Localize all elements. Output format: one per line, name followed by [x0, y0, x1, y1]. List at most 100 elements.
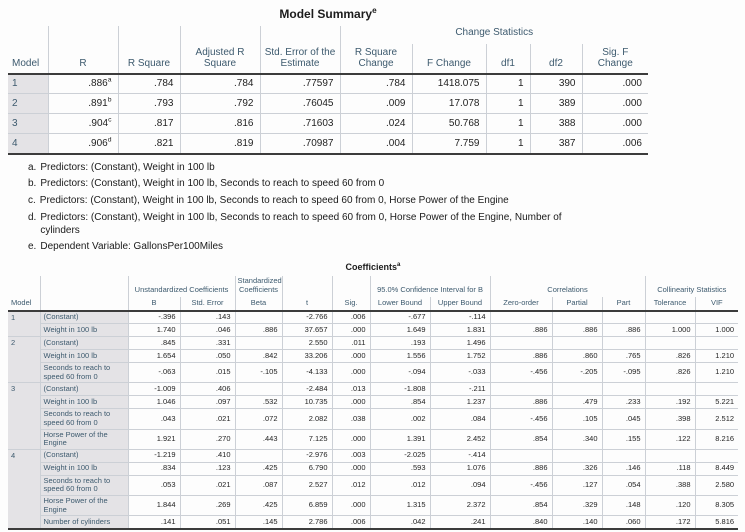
cf-variable: Horse Power of the Engine — [40, 429, 129, 450]
cf-model: 4 — [8, 449, 41, 530]
cf-t: 37.657 — [282, 323, 333, 338]
cf-t: -2.976 — [282, 449, 333, 463]
cf-variable: Seconds to reach to speed 60 from 0 — [40, 362, 129, 384]
model-summary-footnotes: a. Predictors: (Constant), Weight in 100 … — [28, 162, 745, 255]
cf-variable: Weight in 100 lb — [40, 395, 129, 410]
cf-part — [602, 310, 646, 325]
cf-std-error: .021 — [180, 475, 236, 497]
ms-header-model: Model — [8, 26, 49, 75]
table-row: Weight in 100 lb 1.654 .050 .842 33.206 … — [8, 349, 739, 364]
cf-t: 2.550 — [282, 336, 333, 351]
table-row: Number of cylinders .141 .051 .145 2.786… — [8, 515, 739, 530]
cf-variable: Seconds to reach to speed 60 from 0 — [40, 408, 129, 430]
coefficients-body: 1 (Constant) -.396 .143 -2.766 .006 -.67… — [8, 310, 739, 530]
cf-std-error: .051 — [180, 515, 236, 530]
cf-partial: .479 — [552, 395, 603, 410]
ms-model: 3 — [8, 113, 49, 134]
ms-header-adj-r-square: Adjusted R Square — [180, 26, 261, 75]
ms-header-df1: df1 — [486, 43, 531, 75]
cf-partial: .886 — [552, 323, 603, 338]
cf-t: -2.766 — [282, 310, 333, 325]
cf-partial: .326 — [552, 462, 603, 476]
cf-zero-order: .854 — [490, 495, 553, 517]
cf-header-sig: Sig. — [332, 276, 371, 312]
cf-b: 1.844 — [128, 495, 181, 517]
cf-lower: -2.025 — [370, 449, 431, 463]
cf-upper: 1.237 — [430, 395, 491, 410]
coefficients-title: Coefficientsa — [8, 262, 738, 273]
cf-lower: 1.315 — [370, 495, 431, 517]
cf-sig: .011 — [332, 336, 371, 351]
cf-beta: .145 — [235, 515, 283, 530]
cf-part: .233 — [602, 395, 646, 410]
cf-upper: -.114 — [430, 310, 491, 325]
cf-lower: .002 — [370, 408, 431, 430]
cf-beta — [235, 449, 283, 463]
ms-header-r-square: R Square — [118, 26, 181, 75]
table-row: Seconds to reach to speed 60 from 0 .043… — [8, 408, 739, 430]
cf-tolerance: .122 — [645, 429, 696, 450]
cf-std-error: .269 — [180, 495, 236, 517]
cf-part: -.095 — [602, 362, 646, 384]
cf-vif: 2.512 — [695, 408, 739, 430]
cf-variable: (Constant) — [40, 382, 129, 397]
cf-sig: .003 — [332, 449, 371, 463]
cf-upper: .094 — [430, 475, 491, 497]
ms-df1: 1 — [486, 73, 531, 94]
cf-beta: .087 — [235, 475, 283, 497]
ms-r: .886a — [48, 73, 119, 94]
cf-b: .053 — [128, 475, 181, 497]
cf-vif — [695, 382, 739, 397]
cf-tolerance: .172 — [645, 515, 696, 530]
footnote-mark: b — [107, 96, 112, 104]
cf-std-error: .143 — [180, 310, 236, 325]
ms-sig-f-change: .000 — [582, 113, 648, 134]
cf-part: .155 — [602, 429, 646, 450]
cf-vif: 1.210 — [695, 362, 739, 384]
cf-tolerance: 1.000 — [645, 323, 696, 338]
cf-header-beta: Beta — [235, 296, 283, 312]
cf-zero-order: -.456 — [490, 475, 553, 497]
cf-zero-order — [490, 382, 553, 397]
table-row: Weight in 100 lb 1.046 .097 .532 10.735 … — [8, 395, 739, 410]
cf-tolerance: .826 — [645, 349, 696, 364]
cf-header-confidence-interval-group: 95.0% Confidence Interval for B — [370, 276, 491, 297]
ms-r: .891b — [48, 93, 119, 114]
cf-b: -.063 — [128, 362, 181, 384]
cf-header-variable — [40, 276, 129, 312]
ms-header-std-error: Std. Error of the Estimate — [260, 26, 341, 75]
cf-std-error: .406 — [180, 382, 236, 397]
table-row: 2 .891b .793 .792 .76045 .009 17.078 1 3… — [8, 93, 648, 114]
model-summary-table: Model R R Square Adjusted R Square Std. … — [8, 26, 648, 155]
cf-model: 2 — [8, 336, 41, 384]
cf-header-std-error: Std. Error — [180, 296, 236, 312]
cf-zero-order — [490, 449, 553, 463]
ms-sig-f-change: .000 — [582, 93, 648, 114]
cf-header-model: Model — [8, 276, 41, 312]
footnote-d: d. Predictors: (Constant), Weight in 100 … — [28, 211, 562, 236]
cf-zero-order: .886 — [490, 323, 553, 338]
ms-f-change: 17.078 — [412, 93, 487, 114]
cf-partial: .329 — [552, 495, 603, 517]
header-row-columns: B Std. Error Beta Lower Bound Upper Boun… — [8, 296, 739, 312]
cf-sig: .000 — [332, 495, 371, 517]
cf-header-standardized-group: Standardized Coefficients — [235, 276, 283, 297]
cf-t: 2.786 — [282, 515, 333, 530]
cf-beta: .425 — [235, 462, 283, 476]
table-row: 4 .906d .821 .819 .70987 .004 7.759 1 38… — [8, 133, 648, 155]
cf-beta — [235, 336, 283, 351]
cf-variable: Weight in 100 lb — [40, 349, 129, 364]
cf-header-collinearity-group: Collinearity Statistics — [657, 284, 727, 294]
cf-upper: 1.496 — [430, 336, 491, 351]
header-row-groups: Model R R Square Adjusted R Square Std. … — [8, 26, 648, 75]
cf-part: .886 — [602, 323, 646, 338]
cf-b: .845 — [128, 336, 181, 351]
cf-zero-order: -.456 — [490, 362, 553, 384]
table-row: Horse Power of the Engine 1.844 .269 .42… — [8, 495, 739, 517]
cf-header-unstandardized-group: Unstandardized Coefficients — [128, 276, 236, 297]
footnote-mark: a — [107, 76, 112, 84]
cf-lower: 1.556 — [370, 349, 431, 364]
cf-partial: .105 — [552, 408, 603, 430]
ms-adj-r-square: .792 — [180, 93, 261, 114]
cf-upper: .084 — [430, 408, 491, 430]
